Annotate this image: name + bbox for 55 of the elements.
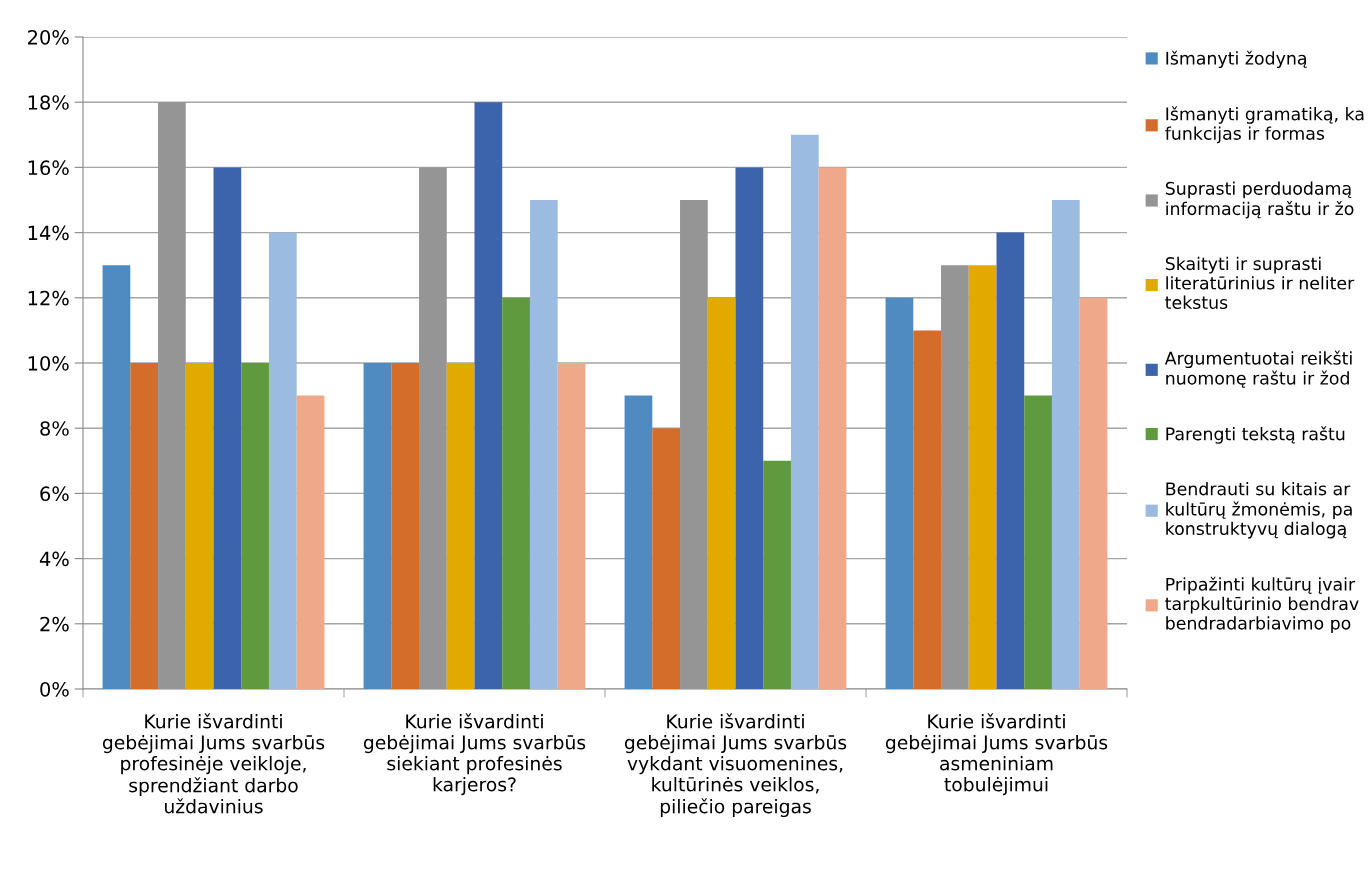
bar [913,330,942,689]
bar [968,265,997,689]
bar [474,102,503,689]
y-tick-label: 12% [28,290,69,306]
y-tick-label: 16% [28,160,69,176]
bar [241,363,269,689]
bar [652,428,681,689]
y-tick-label: 20% [28,29,69,45]
legend-label: Skaityti ir suprasti literatūrinius ir neliter tekstus [1165,256,1355,310]
legend-label: Parengti tekstą raštu [1166,426,1345,444]
bar [446,363,475,689]
x-tick-label: Kurie išvardinti gebėjimai Jums svarbūs vykdant visuomenines, kultūrinės veiklos, piliečio pareigas [624,713,847,818]
x-tick-label: Kurie išvardinti gebėjimai Jums svarbūs siekiant profesinės karjeros? [363,713,586,796]
legend-label: Išmanyti gramatiką, ka funkcijas ir formas [1165,106,1364,144]
bar [213,167,242,689]
bar [391,363,420,689]
bar [296,395,325,689]
bar [557,363,586,689]
y-tick-label: 2% [40,616,69,632]
y-tick-label: 8% [40,421,69,436]
bar [130,363,159,689]
bar [735,167,764,689]
bar [680,200,708,689]
legend-label: Išmanyti žodyną [1166,50,1307,69]
bar [529,200,558,689]
x-tick-label: Kurie išvardinti gebėjimai Jums svarbūs asmeniniam tobulėjimui [885,713,1108,796]
y-tick-label: 14% [28,225,69,241]
bar [996,232,1025,689]
bar [707,297,736,689]
y-tick-label: 4% [39,551,69,567]
bar [624,395,653,689]
bar [941,265,969,689]
bar [185,363,214,689]
bar [102,265,131,689]
bar [818,167,847,689]
y-tick-label: 0% [40,681,69,697]
legend-label: Suprasti perduodamą informaciją raštu ir žo [1165,181,1354,219]
y-tick-label: 10% [28,355,69,371]
bar [1024,395,1052,689]
legend-label: Bendrauti su kitais ar kultūrų žmonėmis, pa konstruktyvų dialogą [1166,481,1352,539]
bar [790,134,819,689]
legend-label: Argumentuotai reikšti nuomonę raštu ir žod [1164,350,1352,388]
bar [158,102,186,689]
x-tick-label: Kurie išvardinti gebėjimai Jums svarbūs profesinėje veikloje, sprendžiant darbo uždavinius [102,713,325,814]
bar [363,363,392,689]
bar [268,232,297,689]
bar [1051,200,1080,689]
bar [1079,297,1108,689]
y-tick-label: 6% [40,486,69,502]
bar [419,167,447,689]
bar [502,297,530,689]
bar [885,297,914,689]
y-tick-label: 18% [28,95,69,110]
legend-label: Pripažinti kultūrų įvair tarpkultūrinio bendrav bendradarbiavimo po [1165,576,1359,634]
bar [763,460,791,689]
